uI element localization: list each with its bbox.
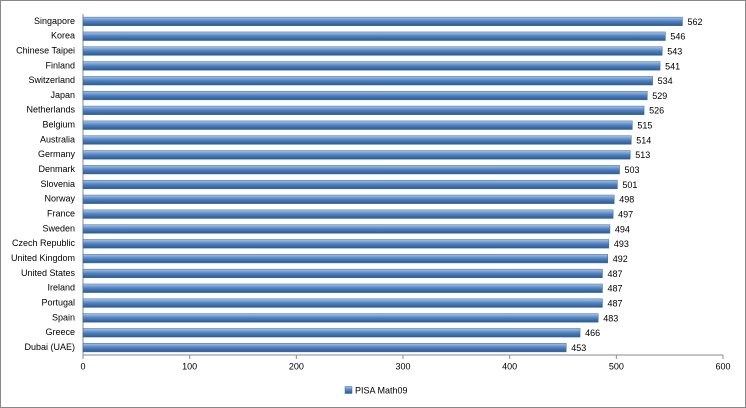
value-label: 497 [618,210,633,220]
y-tick-label: Czech Republic [12,238,76,248]
bar [82,46,663,56]
bar [82,343,567,353]
y-tick-label: Ireland [47,283,75,293]
x-tick-label: 100 [182,361,197,371]
value-label: 541 [665,61,680,71]
y-tick-label: Chinese Taipei [16,45,75,55]
y-tick-label: Belgium [42,120,75,130]
y-tick-label: Slovenia [40,179,75,189]
y-tick-label: Sweden [42,223,75,233]
bar [82,16,683,26]
y-tick-label: Korea [51,31,75,41]
bar [82,90,648,101]
value-label: 466 [585,328,600,338]
value-label: 487 [607,284,622,294]
bar [82,209,614,219]
y-tick-label: Denmark [38,164,75,174]
y-tick-label: Finland [45,60,75,70]
bar [82,239,610,249]
y-tick-label: Singapore [34,16,75,26]
legend-swatch [344,386,353,394]
value-label: 453 [571,343,586,353]
bar [82,179,618,190]
bar [82,165,620,175]
y-tick-label: United States [21,268,76,278]
y-tick-label: Germany [38,149,76,159]
bar [82,254,609,264]
value-label: 498 [619,195,634,205]
value-label: 529 [652,91,667,101]
value-label: 492 [613,254,628,264]
y-tick-label: Japan [50,90,75,100]
bar [82,150,631,160]
y-tick-label: Portugal [41,297,75,307]
x-tick-label: 500 [609,361,624,371]
y-tick-label: United Kingdom [11,253,75,263]
bar [82,224,611,234]
y-tick-label: France [47,209,75,219]
value-label: 513 [635,150,650,160]
bar [82,31,666,41]
bar [82,313,599,323]
value-label: 483 [603,313,618,323]
value-label: 546 [670,32,685,42]
bar [82,298,603,308]
legend-label: PISA Math09 [355,385,408,395]
y-tick-label: Netherlands [26,105,75,115]
value-label: 562 [687,17,702,27]
value-label: 501 [622,180,637,190]
bar [82,76,653,86]
value-label: 534 [658,76,673,86]
x-tick-label: 0 [80,361,85,371]
x-tick-label: 600 [715,361,730,371]
bar [82,61,661,71]
y-tick-label: Spain [52,312,75,322]
bar [82,105,645,115]
bar [82,194,615,204]
bar [82,268,603,279]
bar [82,120,633,130]
y-tick-label: Norway [44,194,75,204]
value-label: 493 [614,239,629,249]
value-label: 543 [667,46,682,56]
value-label: 487 [607,269,622,279]
value-label: 503 [625,165,640,175]
bar [82,283,603,293]
x-tick-label: 400 [502,361,517,371]
y-tick-label: Greece [45,327,75,337]
x-tick-label: 300 [395,361,410,371]
value-label: 515 [637,121,652,131]
y-tick-label: Dubai (UAE) [24,342,75,352]
value-label: 494 [615,224,630,234]
value-label: 526 [649,106,664,116]
x-tick-label: 200 [289,361,304,371]
bar [82,135,632,145]
y-tick-label: Switzerland [28,75,75,85]
bar [82,328,581,338]
value-label: 487 [607,298,622,308]
y-tick-label: Australia [40,134,75,144]
value-label: 514 [636,135,651,145]
